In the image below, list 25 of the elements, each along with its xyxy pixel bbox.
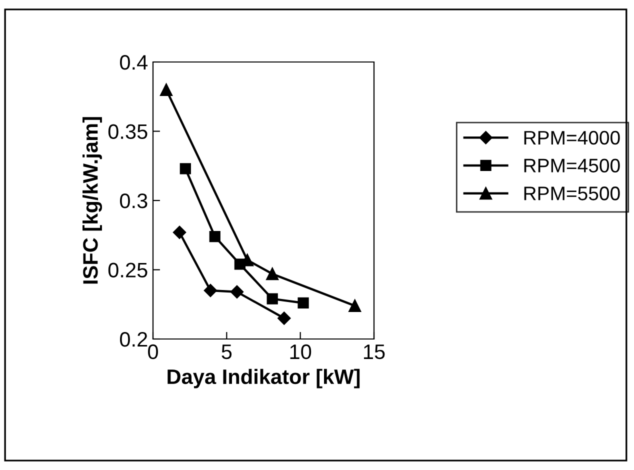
- x-tick-label: 15: [364, 344, 385, 360]
- legend-label: RPM=4500: [524, 158, 620, 172]
- y-axis-title: ISFC [kg/kW.jam]: [82, 117, 102, 284]
- point: [348, 300, 362, 312]
- x-tick-label: 10: [290, 344, 312, 360]
- point: [278, 312, 291, 325]
- point: [298, 297, 309, 309]
- point: [266, 268, 279, 280]
- y-tick-label: 0.25: [108, 262, 148, 278]
- legend-label: RPM=4000: [524, 130, 620, 145]
- point: [172, 226, 186, 239]
- point: [266, 293, 278, 304]
- x-tick-label: 0: [148, 344, 158, 360]
- point: [230, 285, 244, 298]
- legend-label: RPM=5500: [524, 186, 620, 200]
- y-tick-label: 0.3: [120, 194, 148, 208]
- y-tick-label: 0.4: [120, 55, 148, 70]
- point: [160, 83, 173, 96]
- y-tick-label: 0.2: [120, 332, 148, 347]
- point: [180, 163, 191, 174]
- y-tick-label: 0.35: [108, 124, 148, 140]
- point: [204, 284, 218, 298]
- point: [209, 230, 220, 242]
- x-tick-label: 5: [222, 344, 232, 360]
- x-axis-title: Daya Indikator [kW]: [168, 368, 360, 388]
